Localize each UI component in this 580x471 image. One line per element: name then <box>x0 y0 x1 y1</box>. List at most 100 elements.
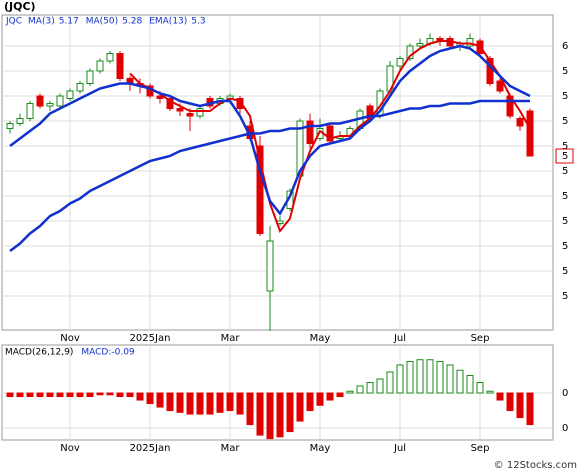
macd-bar <box>106 392 114 396</box>
candle-body <box>306 120 314 144</box>
y-tick-label: 5 <box>562 141 568 152</box>
macd-bar <box>436 360 444 394</box>
y-tick-label: 5 <box>562 66 568 77</box>
macd-bar <box>206 392 214 415</box>
macd-bar <box>506 392 514 412</box>
macd-current-value: -0.09 <box>111 348 135 358</box>
candle-body <box>396 58 404 67</box>
candle-body <box>156 95 164 99</box>
macd-panel <box>1 344 554 441</box>
macd-bar <box>456 369 464 394</box>
macd-bar <box>56 392 64 398</box>
macd-bar <box>76 392 84 398</box>
candle-body <box>416 43 424 47</box>
x-tick-label: 2025Jan <box>130 333 171 344</box>
macd-bar <box>216 392 224 413</box>
candle-body <box>86 70 94 84</box>
macd-bar <box>346 390 354 394</box>
y-tick-label: 0 <box>562 388 568 399</box>
macd-bar <box>116 392 124 398</box>
macd-bar <box>146 392 154 405</box>
macd-bar <box>226 392 234 412</box>
candle-body <box>16 118 24 124</box>
watermark: © 12Stocks.com <box>494 460 577 471</box>
legend-value: 5.28 <box>122 17 142 27</box>
candle-body <box>256 145 264 234</box>
macd-bar <box>296 392 304 422</box>
macd-bar <box>166 392 174 412</box>
candle-body <box>26 103 34 119</box>
candle-body <box>46 103 54 107</box>
macd-bar <box>236 392 244 415</box>
macd-current-label: MACD: <box>81 348 111 358</box>
candle-body <box>486 58 494 84</box>
macd-bar <box>16 392 24 398</box>
macd-bar <box>156 392 164 408</box>
x-tick-label: 2025Jan <box>130 443 171 454</box>
candle-body <box>196 108 204 117</box>
x-tick-label: Jul <box>393 333 406 344</box>
chart-title: (JQC) <box>4 0 36 13</box>
x-tick-label: Sep <box>471 443 490 454</box>
macd-bar <box>416 359 424 394</box>
candle-body <box>176 108 184 112</box>
macd-bar <box>376 378 384 394</box>
candle-body <box>516 118 524 127</box>
candle-body <box>266 240 274 292</box>
macd-bar <box>316 392 324 406</box>
x-tick-label: Nov <box>60 443 80 454</box>
candle-body <box>56 95 64 107</box>
macd-bar <box>306 392 314 412</box>
macd-bar <box>356 385 364 394</box>
candle-body <box>106 53 114 62</box>
candle-body <box>466 38 474 47</box>
candle-body <box>186 113 194 117</box>
macd-label: MACD(26,12,9) <box>5 348 73 358</box>
ma-line <box>9 44 531 216</box>
candle-body <box>236 98 244 109</box>
x-tick-label: Mar <box>221 443 241 454</box>
x-tick-label: Jul <box>393 443 406 454</box>
y-tick-label: 5 <box>562 291 568 302</box>
y-tick-label: 0 <box>562 423 568 434</box>
last-price-box <box>555 148 574 164</box>
x-tick-label: Sep <box>471 333 490 344</box>
macd-bar <box>246 392 254 426</box>
legend-name: MA(50) <box>86 17 118 27</box>
price-panel <box>1 14 554 331</box>
candle-body <box>6 123 14 129</box>
macd-bar <box>256 392 264 436</box>
macd-bar <box>96 392 104 396</box>
candle-body <box>406 45 414 59</box>
macd-bar <box>6 392 14 398</box>
macd-bar <box>176 392 184 413</box>
macd-bar <box>496 392 504 401</box>
macd-bar <box>476 382 484 394</box>
macd-bar <box>136 392 144 401</box>
macd-bar <box>36 392 44 398</box>
macd-bar <box>276 392 284 438</box>
legend-name: MA(3) <box>28 17 55 27</box>
candle-body <box>76 83 84 92</box>
macd-bar <box>126 392 134 398</box>
macd-bar <box>286 392 294 433</box>
candle-body <box>526 110 534 157</box>
macd-bar <box>66 392 74 398</box>
macd-bar <box>386 371 394 394</box>
macd-bar <box>526 392 534 426</box>
candle-body <box>116 53 124 79</box>
y-tick-label: 6 <box>562 41 568 52</box>
macd-bar <box>46 392 54 398</box>
legend-value: 5.17 <box>59 17 79 27</box>
y-tick-label: 5 <box>562 266 568 277</box>
macd-bar <box>426 359 434 394</box>
macd-bar <box>366 382 374 394</box>
macd-bar <box>406 360 414 394</box>
macd-bar <box>446 364 454 394</box>
y-tick-label: 5 <box>562 241 568 252</box>
candle-body <box>36 95 44 107</box>
ma-line <box>129 40 531 234</box>
candle-body <box>326 125 334 142</box>
macd-bar <box>186 392 194 415</box>
